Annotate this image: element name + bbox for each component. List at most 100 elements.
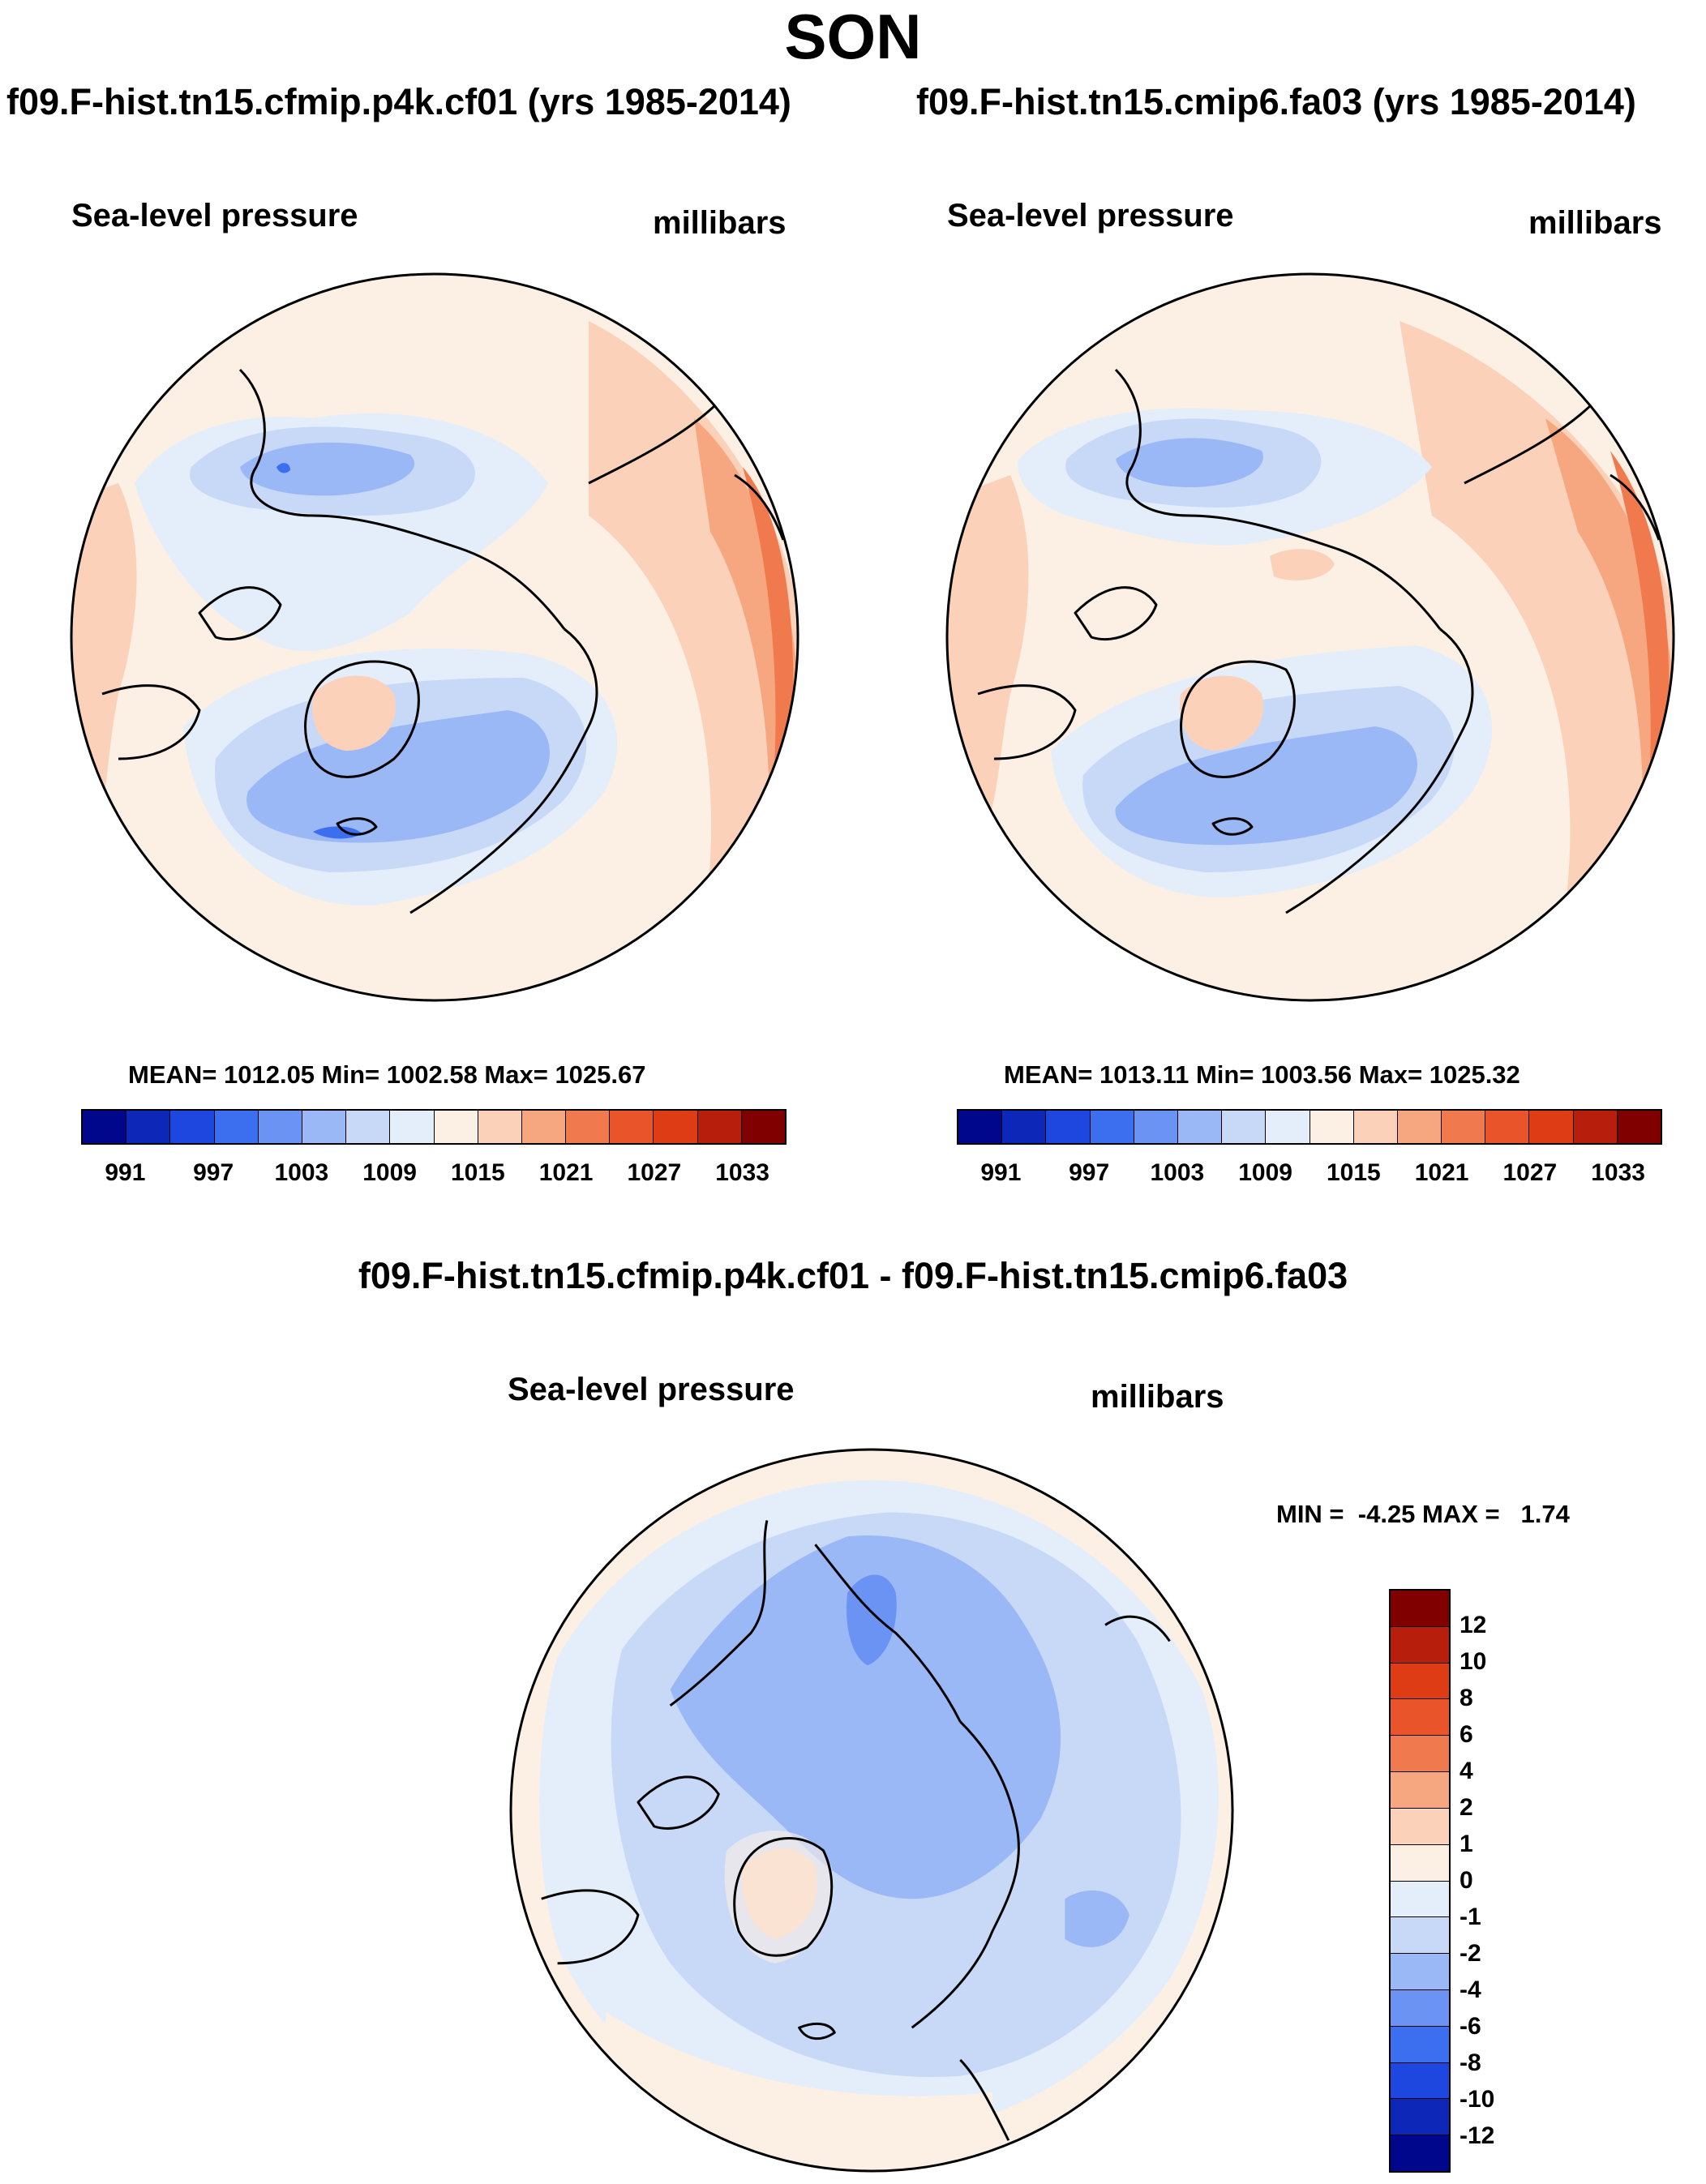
colorbar-tick-label: 4 xyxy=(1460,1758,1473,1784)
colorbar-swatch xyxy=(1391,1772,1449,1809)
colorbar-swatch xyxy=(1391,1954,1449,1990)
colorbar-tick-label: -1 xyxy=(1460,1904,1481,1930)
colorbar-tick-label: 1027 xyxy=(1502,1159,1558,1186)
colorbar-swatch xyxy=(1222,1111,1267,1143)
colorbar-tick-label: 1 xyxy=(1460,1831,1473,1857)
colorbar-swatch xyxy=(170,1111,215,1143)
band-1006-1009-atlantic xyxy=(246,710,551,843)
colorbar-tick-label: 997 xyxy=(193,1159,234,1186)
colorbar-tick-label: 12 xyxy=(1460,1612,1487,1638)
panel3-colorbar-ticks: 12 10 8 6 4 2 1 0 -1 -2 -4 -6 -8 -10 -12 xyxy=(1460,1589,1541,2173)
colorbar-swatch xyxy=(1391,1808,1449,1845)
colorbar-tick-label: 1003 xyxy=(274,1159,329,1186)
colorbar-tick-label: 1003 xyxy=(1150,1159,1205,1186)
colorbar-swatch xyxy=(1391,1736,1449,1773)
figure-title: SON xyxy=(784,1,922,72)
colorbar-swatch xyxy=(654,1111,698,1143)
colorbar-tick-label: 1009 xyxy=(1238,1159,1292,1186)
panel2-variable-label: Sea-level pressure xyxy=(947,198,1234,233)
colorbar-swatch xyxy=(1391,1989,1449,2027)
band-1006-1009-aleutian xyxy=(1116,438,1263,488)
colorbar-swatch xyxy=(1391,1663,1449,1700)
colorbar-swatch xyxy=(1353,1111,1398,1143)
panel2-units-label: millibars xyxy=(1528,205,1662,241)
colorbar-swatch xyxy=(1391,1699,1449,1736)
colorbar-swatch xyxy=(1391,1844,1449,1882)
panel3-units-label: millibars xyxy=(1091,1379,1224,1415)
colorbar-tick-label: 1021 xyxy=(538,1159,594,1186)
panel2-case-title: f09.F-hist.tn15.cmip6.fa03 (yrs 1985-201… xyxy=(916,81,1636,122)
panel1-colorbar-ticks: 991 997 1003 1009 1015 1021 1027 1033 xyxy=(81,1159,787,1192)
colorbar-swatch xyxy=(1617,1111,1661,1143)
colorbar-tick-label: 8 xyxy=(1460,1685,1473,1711)
colorbar-tick-label: 1015 xyxy=(451,1159,505,1186)
colorbar-swatch xyxy=(390,1111,435,1143)
panel1-variable-label: Sea-level pressure xyxy=(71,198,358,233)
icelandic-low-core xyxy=(313,826,362,839)
colorbar-tick-label: -8 xyxy=(1460,2049,1481,2076)
panel3-case-title: f09.F-hist.tn15.cfmip.p4k.cf01 - f09.F-h… xyxy=(358,1255,1348,1296)
panel1-units-label: millibars xyxy=(653,205,787,241)
band-minus4-east xyxy=(1065,1890,1129,1947)
colorbar-swatch xyxy=(1391,1626,1449,1664)
colorbar-swatch xyxy=(83,1111,127,1143)
panel2-polar-map xyxy=(945,272,1675,1002)
colorbar-swatch xyxy=(958,1111,1003,1143)
colorbar-swatch xyxy=(610,1111,654,1143)
greenland-positive-halo xyxy=(724,1831,834,1963)
colorbar-tick-label: 991 xyxy=(105,1159,146,1186)
colorbar-tick-label: 1033 xyxy=(1591,1159,1645,1186)
panel3-polar-map xyxy=(509,1448,1234,2173)
panel3-colorbar xyxy=(1389,1589,1451,2173)
panel3-stats: MIN = -4.25 MAX = 1.74 xyxy=(1276,1500,1570,1528)
colorbar-tick-label: 0 xyxy=(1460,1867,1473,1894)
colorbar-swatch xyxy=(521,1111,567,1143)
colorbar-tick-label: 1021 xyxy=(1414,1159,1469,1186)
colorbar-swatch xyxy=(1573,1111,1618,1143)
colorbar-tick-label: 2 xyxy=(1460,1794,1473,1821)
colorbar-swatch xyxy=(1134,1111,1178,1143)
colorbar-swatch xyxy=(258,1111,302,1143)
band-1006-1009-atlantic xyxy=(1115,726,1418,846)
coastlines xyxy=(541,1520,1171,2141)
coastlines xyxy=(101,368,785,914)
colorbar-tick-label: -12 xyxy=(1460,2122,1495,2149)
colorbar-swatch xyxy=(302,1111,347,1143)
colorbar-tick-label: 1015 xyxy=(1327,1159,1381,1186)
greenland-high xyxy=(1180,675,1263,751)
colorbar-swatch xyxy=(1442,1111,1486,1143)
panel1-colorbar xyxy=(81,1109,787,1145)
band-1006-1009-aleutian xyxy=(240,442,415,496)
colorbar-tick-label: 997 xyxy=(1069,1159,1110,1186)
colorbar-swatch xyxy=(697,1111,742,1143)
panel2-stats: MEAN= 1013.11 Min= 1003.56 Max= 1025.32 xyxy=(1004,1060,1520,1089)
aleutian-low-core xyxy=(276,463,290,473)
colorbar-swatch xyxy=(1485,1111,1530,1143)
coastlines xyxy=(977,368,1661,914)
colorbar-swatch xyxy=(214,1111,259,1143)
panel2-colorbar xyxy=(957,1109,1662,1145)
colorbar-swatch xyxy=(434,1111,478,1143)
colorbar-tick-label: -6 xyxy=(1460,2013,1481,2040)
colorbar-swatch xyxy=(1391,2135,1449,2171)
colorbar-swatch xyxy=(1310,1111,1354,1143)
colorbar-swatch xyxy=(741,1111,785,1143)
colorbar-swatch xyxy=(1046,1111,1091,1143)
greenland-high xyxy=(312,675,396,751)
colorbar-tick-label: 10 xyxy=(1460,1648,1487,1675)
colorbar-tick-label: 1009 xyxy=(362,1159,417,1186)
colorbar-swatch xyxy=(1266,1111,1310,1143)
panel1-polar-map xyxy=(70,272,799,1002)
colorbar-swatch xyxy=(478,1111,522,1143)
panel1-case-title: f09.F-hist.tn15.cfmip.p4k.cf01 (yrs 1985… xyxy=(6,81,791,122)
colorbar-swatch xyxy=(566,1111,611,1143)
colorbar-swatch xyxy=(1397,1111,1442,1143)
band-minus4-minus2 xyxy=(670,1535,1061,1899)
colorbar-swatch xyxy=(1391,2099,1449,2136)
colorbar-swatch xyxy=(1391,2062,1449,2100)
colorbar-tick-label: 991 xyxy=(980,1159,1022,1186)
colorbar-tick-label: 6 xyxy=(1460,1721,1473,1748)
colorbar-swatch xyxy=(1177,1111,1223,1143)
colorbar-swatch xyxy=(1391,2026,1449,2063)
colorbar-swatch xyxy=(1391,1917,1449,1955)
